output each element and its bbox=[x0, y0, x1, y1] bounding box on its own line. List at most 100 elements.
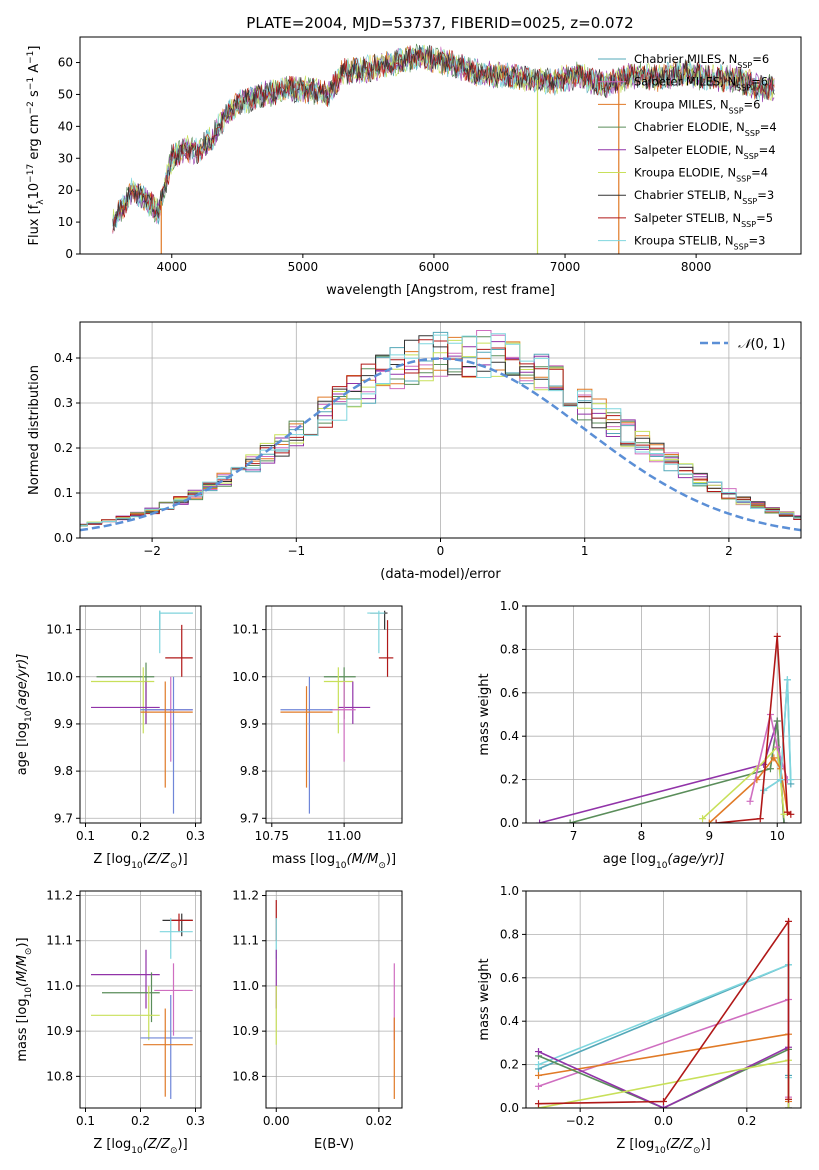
x-axis-label-part: 10 bbox=[656, 861, 668, 871]
spectrum-series-salpeter_stelib bbox=[112, 45, 775, 233]
x-tick-label: 8 bbox=[638, 829, 646, 843]
y-tick-label: 9.8 bbox=[54, 764, 73, 778]
x-axis-label-part: ⊙ bbox=[170, 1146, 178, 1156]
x-axis-label-part: ⊙ bbox=[693, 1146, 701, 1156]
x-axis-label-part: )] bbox=[178, 852, 188, 867]
y-axis-label-part: (age/yr)] bbox=[15, 654, 30, 711]
axes-frame bbox=[525, 605, 802, 824]
x-tick-label: 4000 bbox=[156, 260, 187, 274]
y-axis-label-part: )] bbox=[15, 937, 30, 947]
y-tick-label: 0.4 bbox=[500, 1014, 519, 1028]
x-axis-label-part: age [log bbox=[603, 852, 656, 867]
x-tick-label: 9 bbox=[706, 829, 714, 843]
legend-suffix: =6 bbox=[751, 75, 768, 89]
y-axis-label-part: 10 bbox=[27, 183, 42, 200]
y-axis-label: mass [log10(M/M⊙)] bbox=[15, 937, 34, 1061]
y-axis-label-part: λ bbox=[36, 199, 46, 205]
y-tick-label: 10.0 bbox=[46, 670, 73, 684]
x-tick-label: 11.00 bbox=[327, 829, 361, 843]
x-tick-label: 0.2 bbox=[131, 829, 150, 843]
y-tick-label: 11.1 bbox=[232, 934, 259, 948]
spectrum-series-chabrier_stelib bbox=[112, 44, 775, 232]
legend-suffix: =4 bbox=[751, 166, 768, 180]
x-tick-label: 0.3 bbox=[186, 1114, 205, 1128]
y-tick-label: 0.0 bbox=[500, 1101, 519, 1115]
y-tick-label: 10.8 bbox=[232, 1069, 259, 1083]
z-age-panel: 0.1 0.2 0.39.79.89.910.010.1Z [log10(Z/Z⊙)… bbox=[15, 605, 205, 871]
x-axis-label-part: 10 bbox=[654, 1146, 666, 1156]
y-tick-label: 10 bbox=[58, 215, 73, 229]
x-tick-label: 0 bbox=[437, 544, 445, 558]
y-tick-label: 0.2 bbox=[500, 1058, 519, 1072]
y-tick-label: 9.7 bbox=[240, 811, 259, 825]
legend-entry: Kroupa STELIB, NSSP=3 bbox=[634, 234, 765, 252]
y-tick-label: 40 bbox=[58, 119, 73, 133]
legend-sub: SSP bbox=[736, 83, 751, 92]
y-axis-label-part: −2 bbox=[26, 101, 36, 114]
y-tick-label: 0 bbox=[65, 247, 73, 261]
y-axis-label-part: ] bbox=[27, 46, 42, 51]
spectrum-panel: 4000 5000 6000 7000 8000 0 10 20 30 40 50 60 wavelen… bbox=[26, 36, 802, 298]
legend-entry: Salpeter ELODIE, NSSP=4 bbox=[634, 143, 776, 161]
weight-series-salpeter_stelib bbox=[538, 918, 790, 1105]
y-axis-label-part: (M/M bbox=[15, 955, 30, 987]
x-tick-label: 7000 bbox=[550, 260, 581, 274]
legend-suffix: =6 bbox=[752, 52, 769, 66]
y-tick-label: 11.2 bbox=[46, 889, 73, 903]
x-tick-label: 0.2 bbox=[737, 1114, 756, 1128]
legend-label: Salpeter ELODIE, N bbox=[634, 143, 744, 157]
y-tick-label: 20 bbox=[58, 183, 73, 197]
legend-sub: SSP bbox=[745, 129, 760, 138]
y-tick-label: 0.4 bbox=[54, 351, 73, 365]
legend-sub: SSP bbox=[729, 106, 744, 115]
y-tick-label: 0.2 bbox=[54, 441, 73, 455]
y-axis-label: Flux [fλ10−17 erg cm−2 s−1 A−1] bbox=[26, 46, 46, 246]
y-axis-label-part: 10 bbox=[24, 987, 34, 999]
legend-entry: Salpeter STELIB, NSSP=5 bbox=[634, 211, 773, 229]
y-axis-label: Normed distribution bbox=[27, 365, 42, 495]
y-axis-label: mass weight bbox=[477, 958, 492, 1040]
y-axis-label: age [log10(age/yr)] bbox=[15, 654, 34, 776]
x-axis-label: wavelength [Angstrom, rest frame] bbox=[326, 283, 555, 298]
plot-area bbox=[80, 330, 801, 532]
x-tick-label: 0.00 bbox=[263, 1114, 290, 1128]
y-tick-label: 11.2 bbox=[232, 889, 259, 903]
legend-entry: Kroupa MILES, NSSP=6 bbox=[634, 97, 760, 115]
plot-area bbox=[535, 917, 792, 1108]
weight-series-kroupa_stelib bbox=[763, 679, 792, 792]
y-tick-label: 11.0 bbox=[46, 979, 73, 993]
plot-area bbox=[91, 913, 193, 1099]
y-tick-label: 10.1 bbox=[232, 623, 259, 637]
y-tick-label: 50 bbox=[58, 87, 73, 101]
legend-entry: 𝒩(0, 1) bbox=[738, 337, 785, 352]
y-axis-label-part: mass [log bbox=[15, 998, 30, 1061]
y-tick-label: 10.9 bbox=[46, 1024, 73, 1038]
x-axis-label-part: (age/yr)] bbox=[667, 852, 724, 867]
y-tick-label: 11.0 bbox=[232, 979, 259, 993]
x-tick-label: 8000 bbox=[681, 260, 712, 274]
legend-entry: Chabrier ELODIE, NSSP=4 bbox=[634, 120, 777, 138]
y-axis-label-part: erg cm bbox=[27, 114, 42, 163]
x-axis-label-part: (Z/Z bbox=[143, 852, 171, 867]
x-tick-label: −2 bbox=[143, 544, 161, 558]
y-tick-label: 1.0 bbox=[500, 884, 519, 898]
legend-label: Salpeter STELIB, N bbox=[634, 211, 741, 225]
legend-sub: SSP bbox=[741, 219, 756, 228]
legend-label: Chabrier ELODIE, N bbox=[634, 120, 745, 134]
y-tick-label: 1.0 bbox=[500, 599, 519, 613]
x-tick-label: −1 bbox=[287, 544, 305, 558]
x-axis-label: E(B-V) bbox=[314, 1137, 354, 1152]
legend-sub: SSP bbox=[737, 61, 752, 70]
y-axis-label-part: A bbox=[27, 64, 42, 77]
legend-suffix: =3 bbox=[757, 188, 774, 202]
x-axis-label: (data-model)/error bbox=[380, 567, 501, 582]
x-axis-label-part: 10 bbox=[131, 1146, 143, 1156]
y-tick-label: 0.4 bbox=[500, 729, 519, 743]
x-tick-label: 0.1 bbox=[76, 1114, 95, 1128]
legend-label: Salpeter MILES, N bbox=[634, 75, 736, 89]
legend-suffix: =5 bbox=[756, 211, 773, 225]
x-tick-label: 0.02 bbox=[366, 1114, 393, 1128]
legend-entry: Chabrier STELIB, NSSP=3 bbox=[634, 188, 774, 206]
x-tick-label: 10 bbox=[770, 829, 785, 843]
x-tick-label: 10.75 bbox=[255, 829, 289, 843]
